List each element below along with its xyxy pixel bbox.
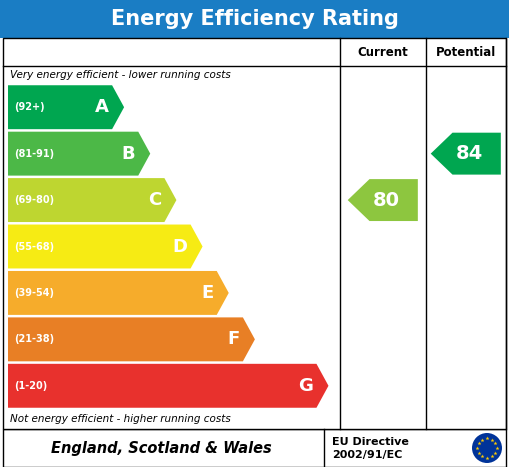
- Text: (39-54): (39-54): [14, 288, 54, 298]
- Polygon shape: [8, 364, 328, 408]
- Text: 2002/91/EC: 2002/91/EC: [332, 450, 402, 460]
- Polygon shape: [8, 271, 229, 315]
- Text: EU Directive: EU Directive: [332, 437, 409, 447]
- Text: Not energy efficient - higher running costs: Not energy efficient - higher running co…: [10, 414, 231, 424]
- Polygon shape: [8, 85, 124, 129]
- Polygon shape: [8, 318, 255, 361]
- Bar: [0, 0, 509, 38]
- Polygon shape: [8, 225, 203, 269]
- Text: (1-20): (1-20): [14, 381, 47, 391]
- Text: 80: 80: [373, 191, 400, 210]
- Polygon shape: [348, 179, 418, 221]
- Text: (81-91): (81-91): [14, 149, 54, 159]
- Text: 84: 84: [456, 144, 483, 163]
- Text: England, Scotland & Wales: England, Scotland & Wales: [51, 440, 272, 455]
- Polygon shape: [431, 133, 501, 175]
- Polygon shape: [8, 178, 177, 222]
- Text: B: B: [122, 145, 135, 163]
- Text: C: C: [148, 191, 161, 209]
- Text: A: A: [95, 98, 109, 116]
- Text: G: G: [299, 377, 314, 395]
- Text: E: E: [202, 284, 214, 302]
- Text: (21-38): (21-38): [14, 334, 54, 344]
- Bar: [3, 429, 506, 467]
- Text: (55-68): (55-68): [14, 241, 54, 252]
- Polygon shape: [8, 132, 150, 176]
- Text: F: F: [228, 330, 240, 348]
- Text: Energy Efficiency Rating: Energy Efficiency Rating: [110, 9, 399, 29]
- Bar: [3, 38, 506, 429]
- Text: Very energy efficient - lower running costs: Very energy efficient - lower running co…: [10, 70, 231, 80]
- Text: Current: Current: [357, 45, 408, 58]
- Text: (92+): (92+): [14, 102, 45, 112]
- Text: (69-80): (69-80): [14, 195, 54, 205]
- Text: D: D: [173, 238, 188, 255]
- Text: Potential: Potential: [436, 45, 496, 58]
- Circle shape: [472, 433, 502, 463]
